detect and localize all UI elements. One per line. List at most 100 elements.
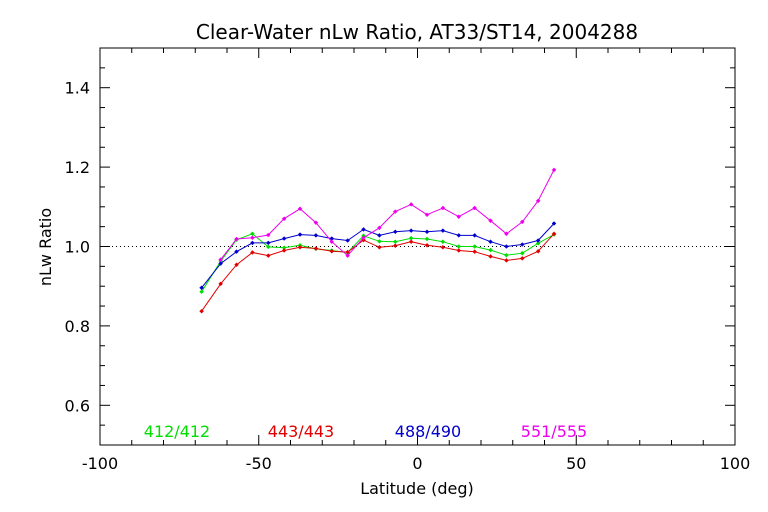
series-412-412 — [199, 231, 557, 295]
data-point — [456, 248, 462, 253]
data-point — [265, 253, 271, 258]
data-point — [313, 233, 319, 238]
legend-entry: 488/490 — [395, 422, 461, 441]
data-point — [408, 202, 414, 207]
data-point — [313, 246, 319, 251]
data-point — [297, 206, 303, 212]
data-point — [440, 228, 446, 233]
data-point — [392, 239, 398, 245]
data-point — [488, 247, 493, 253]
x-tick-label: 0 — [412, 454, 422, 473]
data-point — [392, 243, 398, 249]
data-point — [218, 281, 224, 287]
data-point — [392, 209, 398, 214]
data-point — [265, 244, 271, 250]
data-point — [377, 238, 382, 244]
data-point — [199, 289, 204, 295]
data-point — [281, 236, 287, 241]
data-point — [519, 219, 525, 225]
data-point — [488, 239, 493, 245]
data-point — [424, 236, 430, 242]
data-point — [440, 205, 446, 211]
x-tick-label: 50 — [566, 454, 586, 473]
data-point — [504, 258, 509, 263]
y-tick-label: 1.2 — [65, 158, 90, 177]
data-point — [551, 221, 557, 226]
data-point — [472, 249, 478, 255]
data-point — [345, 238, 351, 243]
data-point — [329, 239, 335, 245]
x-tick-label: -100 — [82, 454, 118, 473]
data-point — [519, 250, 525, 256]
data-point — [408, 228, 414, 233]
data-point — [551, 167, 557, 173]
data-point — [408, 235, 414, 241]
y-axis-label: nLw Ratio — [36, 208, 55, 286]
data-point — [535, 198, 541, 204]
data-point — [377, 233, 382, 238]
y-ticks: 0.6 0.8 1.0 1.2 1.4 — [65, 47, 735, 446]
series-488-490 — [199, 221, 557, 291]
data-point — [535, 248, 541, 254]
y-tick-label: 0.8 — [65, 317, 90, 336]
x-tick-label: -50 — [246, 454, 272, 473]
legend-entry: 443/443 — [268, 422, 334, 441]
data-point — [392, 229, 398, 235]
data-point — [234, 236, 239, 242]
data-point — [408, 239, 414, 245]
y-tick-label: 0.6 — [65, 396, 90, 415]
data-point — [440, 239, 446, 245]
data-point — [504, 244, 509, 249]
data-point — [377, 225, 382, 231]
data-point — [297, 232, 303, 237]
data-point — [504, 252, 509, 258]
data-point — [281, 248, 287, 253]
y-tick-label: 1.0 — [65, 238, 90, 257]
series-551-555 — [218, 167, 557, 262]
data-point — [234, 262, 239, 268]
data-point — [234, 249, 239, 255]
data-point — [472, 205, 478, 211]
series-lines — [199, 167, 557, 314]
data-point — [329, 248, 335, 254]
data-point — [472, 233, 478, 238]
data-point — [345, 249, 351, 255]
data-point — [265, 240, 271, 246]
data-point — [488, 254, 493, 259]
series-line — [220, 169, 555, 260]
chart-title: Clear-Water nLw Ratio, AT33/ST14, 200428… — [196, 20, 638, 44]
data-point — [313, 220, 319, 226]
data-point — [345, 253, 351, 258]
data-point — [488, 218, 493, 224]
data-point — [519, 242, 525, 247]
data-point — [551, 231, 557, 237]
data-point — [424, 229, 430, 235]
data-point — [250, 250, 255, 255]
data-point — [377, 244, 382, 250]
data-point — [361, 235, 366, 241]
legend-entry: 412/412 — [144, 422, 210, 441]
series-443-443 — [199, 231, 557, 314]
data-point — [472, 244, 478, 249]
legend: 412/412 443/443 488/490 551/555 — [144, 422, 587, 441]
data-point — [250, 235, 255, 241]
x-axis-label: Latitude (deg) — [360, 479, 474, 498]
plot-area: -100 -50 0 50 100 0.6 0.8 1.0 1.2 1.4 — [65, 47, 751, 473]
data-point — [504, 231, 509, 237]
data-point — [281, 216, 287, 222]
data-point — [424, 212, 430, 218]
series-line — [201, 223, 555, 289]
data-point — [456, 214, 462, 220]
x-tick-label: 100 — [720, 454, 751, 473]
data-point — [424, 242, 430, 248]
data-point — [250, 240, 255, 246]
y-tick-label: 1.4 — [65, 79, 90, 98]
data-point — [265, 232, 271, 238]
data-point — [456, 233, 462, 238]
data-point — [297, 244, 303, 250]
data-point — [329, 236, 335, 241]
data-point — [199, 285, 204, 291]
legend-entry: 551/555 — [521, 422, 587, 441]
data-point — [535, 238, 541, 243]
